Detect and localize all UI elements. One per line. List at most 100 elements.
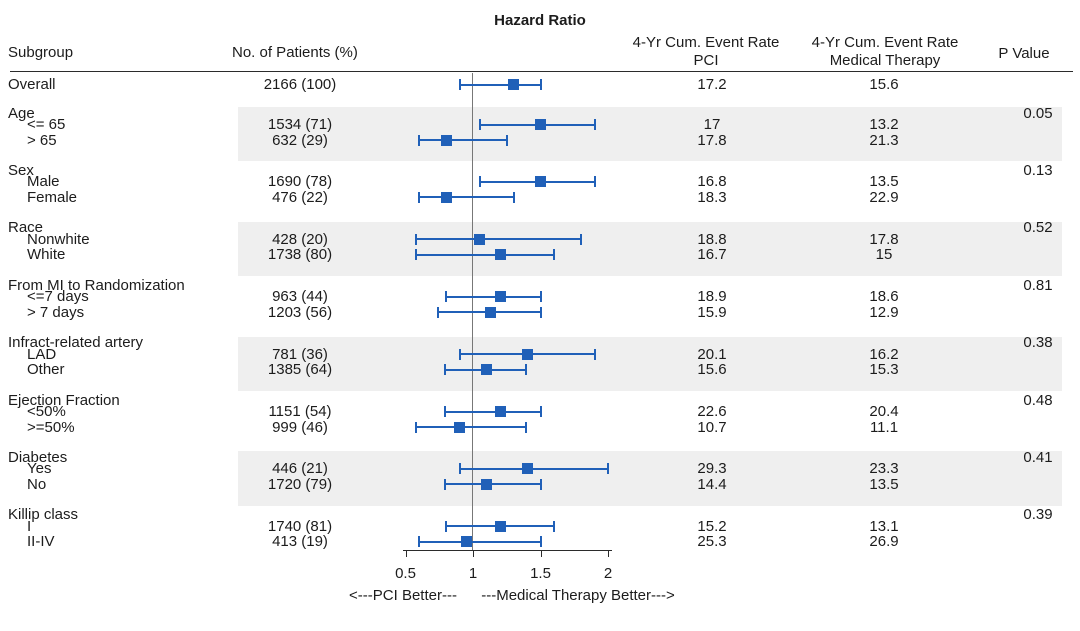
ci-cap-right [580,233,582,245]
hr-point-marker [521,348,533,360]
group-label: From MI to Randomization [8,276,185,294]
col-header-mt-line2: Medical Therapy [829,52,941,69]
ci-line [446,295,541,298]
pci-event-rate-value: 17.8 [697,131,727,149]
ci-cap-right [593,119,596,130]
patients-value: 446 (21) [272,460,328,478]
patients-value: 632 (29) [272,131,328,149]
mt-event-rate-value: 22.9 [869,188,899,206]
ci-cap-left [415,421,418,433]
x-axis-tick [608,550,609,557]
ci-cap-right [593,348,596,360]
ci-cap-left [445,520,447,532]
mt-event-rate-value: 13.1 [869,517,899,535]
hr-point-marker [535,119,546,130]
hr-point-marker [460,536,472,548]
ci-cap-left [458,463,461,475]
patients-value: 1534 (71) [267,116,333,133]
row-label: <50% [27,403,66,420]
row-label: > 7 days [27,303,85,321]
pci-event-rate-value: 15.2 [697,517,727,535]
ci-cap-right [539,478,542,490]
mt-event-rate-value: 11.1 [869,418,899,436]
patients-value: 413 (19) [272,533,328,551]
mt-event-rate-value: 15 [875,246,893,264]
pci-event-rate-value: 18.3 [697,188,727,206]
hr-point-marker [474,233,486,245]
x-axis-tick-label: 2 [603,565,613,582]
row-label: No [27,475,47,493]
pci-event-rate-value: 16.7 [697,246,727,264]
x-axis-tick [473,550,474,557]
header-divider-line [10,71,1073,72]
ci-line [419,196,514,199]
pci-event-rate-value: 29.3 [697,460,727,478]
mt-event-rate-value: 26.9 [869,533,899,551]
patients-value: 1385 (64) [267,361,333,379]
row-label-overall: Overall [8,76,56,93]
row-label: <=7 days [27,288,89,306]
hr-point-marker [535,176,546,188]
ci-cap-left [418,191,420,203]
group-label: Ejection Fraction [8,391,120,409]
ci-line [459,467,608,470]
group-label: Diabetes [8,448,68,466]
x-axis-tick-label: 1.5 [530,565,551,582]
p-value: 0.48 [1023,391,1053,409]
axis-note-pci-better: <---PCI Better--- [349,587,457,604]
group-label: Sex [8,161,34,179]
col-header-pci-line2: PCI [693,52,719,69]
mt-event-rate-value: 20.4 [869,403,899,420]
row-label: Nonwhite [27,230,90,248]
pci-event-rate-value: 20.1 [697,345,727,363]
group-shading-band [238,107,1062,162]
ci-cap-right [539,406,542,417]
pci-event-rate-value: 18.9 [697,288,727,306]
row-label: >=50% [27,418,75,436]
col-header-pvalue: P Value [998,45,1050,62]
ci-line [444,410,541,413]
patients-value: 1740 (81) [267,517,333,535]
row-label: <= 65 [27,116,66,133]
ci-cap-right [539,79,542,90]
x-axis-tick [540,550,542,557]
pci-event-rate-value: 17 [703,116,721,133]
patients-value: 1151 (54) [268,403,332,420]
row-label: Yes [27,460,52,478]
group-label: Age [8,104,35,122]
ci-cap-left [418,536,420,548]
row-label: II-IV [27,533,55,551]
patients-value: 781 (36) [272,345,328,363]
p-value: 0.39 [1023,506,1053,524]
mt-event-rate-value: 15.3 [869,361,899,379]
p-value: 0.13 [1023,161,1053,179]
hr-point-marker [440,191,452,203]
mt-event-rate-value: 15.6 [869,76,899,93]
mt-event-rate-value: 16.2 [869,345,899,363]
x-axis-tick-label: 0.5 [395,565,416,582]
ci-cap-right [539,291,542,303]
ci-cap-left [436,306,439,318]
pci-event-rate-value: 15.9 [697,303,727,321]
ci-cap-right [593,176,596,188]
mt-event-rate-value: 21.3 [869,131,899,149]
ci-line [416,238,581,241]
ci-cap-left [443,478,446,490]
hr-point-marker [508,79,519,90]
group-shading-band [238,221,1062,277]
ci-cap-left [443,406,446,417]
ci-cap-right [539,306,542,318]
mt-event-rate-value: 17.8 [869,230,899,248]
row-label: > 65 [27,131,57,149]
ci-cap-right [553,249,555,261]
pci-event-rate-value: 16.8 [697,173,727,191]
patients-value: 999 (46) [272,418,328,436]
hr-point-marker [494,406,506,417]
ci-line [419,139,507,141]
pci-event-rate-value: 22.6 [697,403,727,420]
p-value: 0.38 [1023,334,1053,352]
group-label: Infract-related artery [8,334,144,352]
ci-cap-left [478,119,481,130]
ci-cap-left [415,233,418,245]
hr-point-marker [481,364,492,376]
